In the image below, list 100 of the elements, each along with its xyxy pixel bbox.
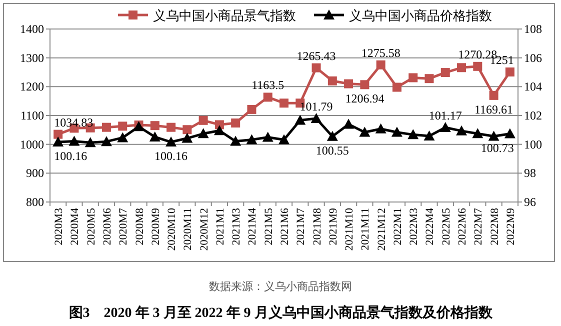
y-tick-label: 1400: [20, 22, 44, 36]
y2-tick-label: 106: [524, 50, 542, 65]
x-tick-label: 2021M5: [262, 208, 275, 246]
y2-tick-label: 108: [524, 22, 542, 36]
data-label: 1163.5: [252, 78, 284, 92]
point: [440, 122, 451, 132]
point: [392, 82, 402, 92]
point: [118, 122, 128, 131]
point: [198, 128, 209, 138]
data-label: 100.16: [54, 149, 88, 164]
x-tick-label: 2022M5: [440, 208, 452, 246]
point: [54, 130, 63, 139]
point: [472, 128, 484, 138]
data-label: 1169.61: [474, 102, 514, 116]
point: [84, 137, 96, 148]
x-tick-label: 2021M10: [344, 208, 356, 251]
x-tick-label: 2021M6: [279, 208, 291, 246]
x-tick-label: 2020M4: [69, 208, 82, 246]
point: [262, 132, 274, 142]
point: [294, 114, 306, 125]
data-label: 101.17: [428, 108, 462, 122]
x-tick-label: 2020M9: [150, 208, 162, 246]
point: [280, 98, 288, 108]
legend-label: 义乌中国小商品景气指数: [153, 9, 296, 24]
point: [182, 132, 193, 143]
point: [246, 134, 258, 144]
point: [263, 92, 272, 102]
point: [117, 132, 128, 142]
x-tick-label: 2022M4: [424, 208, 436, 246]
point: [68, 136, 80, 146]
point: [424, 74, 434, 84]
x-tick-label: 2022M3: [408, 208, 420, 246]
y2-tick-label: 100: [524, 137, 542, 152]
point: [489, 90, 498, 100]
point: [182, 125, 192, 134]
point: [100, 136, 112, 146]
point: [375, 123, 386, 134]
x-tick-label: 2022M7: [472, 208, 485, 246]
x-tick-label: 2022M6: [456, 208, 469, 246]
point: [391, 126, 402, 137]
source-note: 数据来源：义乌小商品指数网: [209, 280, 352, 293]
y2-tick-label: 102: [524, 108, 542, 122]
data-label: 1275.58: [361, 46, 400, 60]
point: [231, 118, 240, 128]
point: [166, 136, 177, 147]
x-tick-label: 2020M7: [118, 208, 130, 246]
point: [150, 121, 160, 130]
data-label: 100.73: [480, 140, 514, 155]
x-tick-label: 2020M10: [166, 208, 178, 251]
point: [473, 62, 482, 71]
point: [505, 67, 514, 76]
y-tick-label: 1200: [20, 80, 44, 94]
point: [440, 68, 450, 78]
y2-tick-label: 98: [524, 166, 536, 180]
x-tick-label: 2020M5: [85, 208, 98, 246]
data-label: 1034.83: [54, 115, 94, 130]
point: [408, 73, 418, 82]
x-tick-label: 2021M9: [327, 208, 340, 246]
text: 图3 2020 年 3 月至 2022 年 9 月义乌中国小商品景气指数及价格指数: [68, 304, 494, 321]
point: [457, 63, 466, 72]
data-label: 101.79: [300, 100, 333, 114]
point: [214, 125, 225, 136]
point: [247, 104, 256, 114]
point: [166, 122, 176, 132]
y2-tick-label: 96: [524, 195, 536, 209]
point: [328, 76, 337, 86]
x-tick-label: 2020M12: [198, 208, 210, 251]
point: [52, 136, 64, 147]
point: [326, 130, 338, 141]
point: [343, 118, 354, 129]
legend-label: 义乌中国小商品价格指数: [349, 9, 492, 24]
point: [504, 128, 516, 138]
y-tick-label: 1300: [20, 50, 44, 65]
x-tick-label: 2021M4: [246, 208, 259, 246]
point: [310, 113, 322, 124]
point: [408, 129, 419, 140]
data-label: 100.55: [316, 143, 349, 158]
x-tick-label: 2021M12: [376, 208, 388, 251]
x-tick-label: 2021M7: [295, 208, 308, 246]
point: [488, 130, 500, 141]
point: [376, 60, 386, 70]
point: [149, 131, 160, 142]
x-tick-label: 2020M8: [134, 208, 146, 246]
point: [360, 80, 370, 90]
point: [198, 116, 208, 125]
data-label: 1265.43: [296, 48, 336, 63]
y-tick-label: 1000: [20, 137, 44, 152]
x-tick-label: 2021M11: [360, 208, 372, 250]
point: [344, 79, 354, 88]
data-label: 100.16: [154, 149, 188, 164]
x-tick-label: 2020M3: [53, 208, 66, 246]
x-tick-label: 2021M8: [311, 208, 324, 246]
point: [312, 63, 321, 72]
point: [424, 130, 435, 140]
x-tick-label: 2021M3: [230, 208, 243, 246]
x-tick-label: 2020M6: [101, 208, 114, 246]
point: [359, 126, 370, 137]
y2-tick-label: 104: [524, 80, 542, 94]
data-label: 1206.94: [345, 92, 384, 106]
point: [456, 125, 468, 136]
